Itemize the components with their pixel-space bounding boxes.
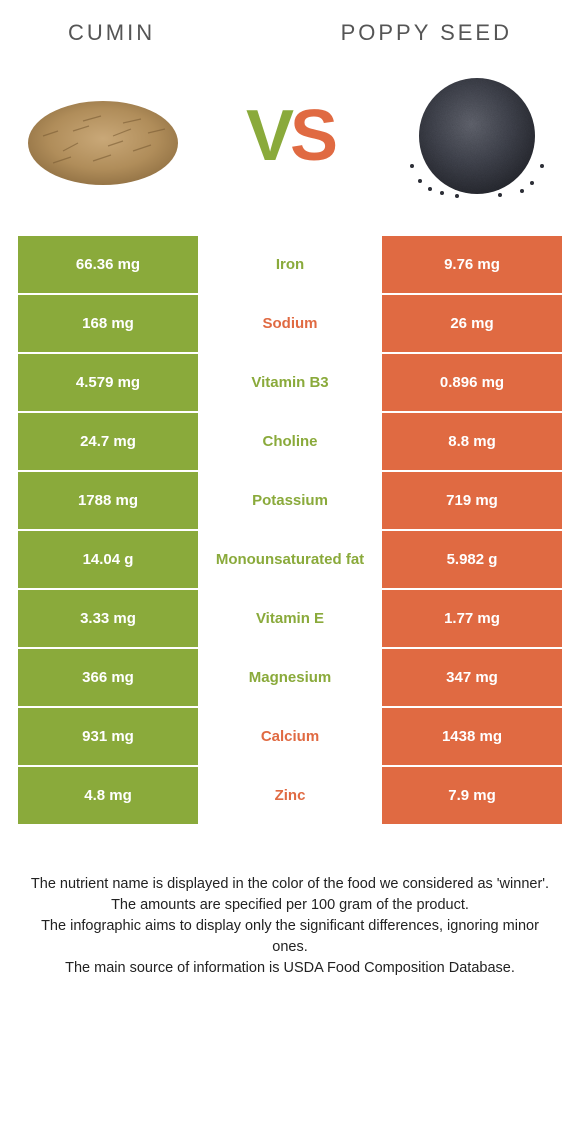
cumin-image [18, 66, 188, 206]
right-value: 26 mg [382, 295, 562, 352]
vs-s: S [290, 96, 334, 176]
footer-line-3: The infographic aims to display only the… [28, 916, 552, 958]
left-value: 4.579 mg [18, 354, 198, 411]
right-value: 347 mg [382, 649, 562, 706]
left-value: 66.36 mg [18, 236, 198, 293]
footer-line-4: The main source of information is USDA F… [28, 958, 552, 979]
left-value: 1788 mg [18, 472, 198, 529]
left-value: 3.33 mg [18, 590, 198, 647]
table-row: 14.04 gMonounsaturated fat5.982 g [18, 531, 562, 588]
nutrient-name: Choline [200, 413, 380, 470]
right-value: 1.77 mg [382, 590, 562, 647]
vs-label: VS [246, 100, 334, 172]
right-food-title: POPPY SEED [341, 20, 512, 46]
table-row: 1788 mgPotassium719 mg [18, 472, 562, 529]
table-row: 4.8 mgZinc7.9 mg [18, 767, 562, 824]
table-row: 4.579 mgVitamin B30.896 mg [18, 354, 562, 411]
table-row: 66.36 mgIron9.76 mg [18, 236, 562, 293]
left-value: 14.04 g [18, 531, 198, 588]
nutrient-name: Sodium [200, 295, 380, 352]
nutrient-name: Monounsaturated fat [200, 531, 380, 588]
nutrient-name: Zinc [200, 767, 380, 824]
footer-line-1: The nutrient name is displayed in the co… [28, 874, 552, 895]
nutrient-name: Calcium [200, 708, 380, 765]
nutrient-name: Magnesium [200, 649, 380, 706]
right-value: 7.9 mg [382, 767, 562, 824]
table-row: 24.7 mgCholine8.8 mg [18, 413, 562, 470]
nutrient-name: Potassium [200, 472, 380, 529]
hero-row: VS [18, 56, 562, 236]
nutrient-name: Vitamin B3 [200, 354, 380, 411]
table-row: 931 mgCalcium1438 mg [18, 708, 562, 765]
right-value: 719 mg [382, 472, 562, 529]
footer-notes: The nutrient name is displayed in the co… [18, 824, 562, 979]
left-value: 168 mg [18, 295, 198, 352]
nutrient-table: 66.36 mgIron9.76 mg168 mgSodium26 mg4.57… [18, 236, 562, 824]
left-value: 24.7 mg [18, 413, 198, 470]
right-value: 1438 mg [382, 708, 562, 765]
right-value: 8.8 mg [382, 413, 562, 470]
right-value: 9.76 mg [382, 236, 562, 293]
left-value: 4.8 mg [18, 767, 198, 824]
table-row: 366 mgMagnesium347 mg [18, 649, 562, 706]
poppy-seed-image [392, 66, 562, 206]
table-row: 168 mgSodium26 mg [18, 295, 562, 352]
right-value: 0.896 mg [382, 354, 562, 411]
header: CUMIN POPPY SEED [18, 20, 562, 56]
right-value: 5.982 g [382, 531, 562, 588]
table-row: 3.33 mgVitamin E1.77 mg [18, 590, 562, 647]
left-value: 931 mg [18, 708, 198, 765]
nutrient-name: Vitamin E [200, 590, 380, 647]
footer-line-2: The amounts are specified per 100 gram o… [28, 895, 552, 916]
left-food-title: CUMIN [68, 20, 155, 46]
left-value: 366 mg [18, 649, 198, 706]
nutrient-name: Iron [200, 236, 380, 293]
vs-v: V [246, 96, 290, 176]
